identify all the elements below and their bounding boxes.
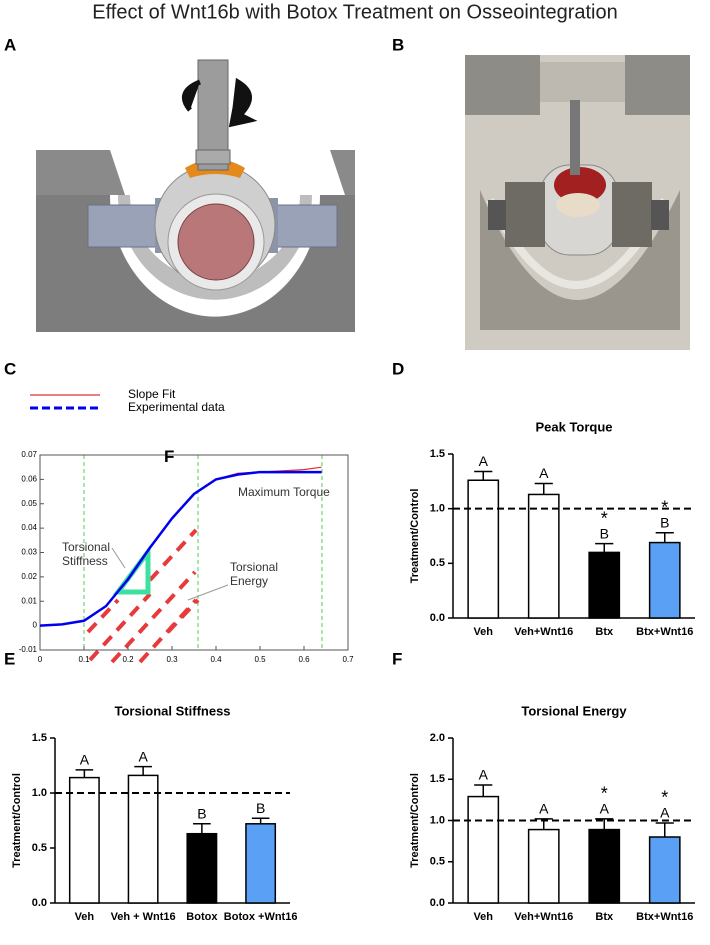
annotation: Torsional Stiffness <box>62 540 111 568</box>
chart-title: Torsional Energy <box>521 703 627 718</box>
y-tick-label: 0 <box>33 621 38 630</box>
y-axis-label: Treatment/Control <box>409 773 421 868</box>
y-tick-label: 1.5 <box>430 448 445 460</box>
annotation: Torsional Energy <box>230 560 279 588</box>
y-tick-label: 1.0 <box>430 503 445 515</box>
y-tick-label: 0.5 <box>430 557 445 569</box>
y-tick-label: 0.04 <box>21 523 37 532</box>
y-tick-label: 1.5 <box>32 732 47 744</box>
y-tick-label: -0.01 <box>19 645 38 654</box>
group-letter: A <box>479 767 489 783</box>
group-letter: A <box>539 465 549 481</box>
bar <box>527 493 560 619</box>
x-tick-label: 0.6 <box>298 655 310 664</box>
bar <box>648 836 681 904</box>
x-tick-label: Veh <box>473 626 493 638</box>
x-tick-label: 0.7 <box>342 655 354 664</box>
annotation: Maximum Torque <box>238 485 330 499</box>
x-tick-label: 0.2 <box>122 655 134 664</box>
group-letter: B <box>660 514 669 530</box>
panel-label: F <box>392 649 402 668</box>
bar <box>588 551 621 619</box>
bar <box>467 795 500 904</box>
panel-label: E <box>4 649 15 668</box>
group-letter: A <box>80 752 90 768</box>
x-tick-label: Botox +Wnt16 <box>224 911 298 923</box>
bar <box>68 776 100 904</box>
y-tick-label: 1.0 <box>430 814 445 826</box>
annotation: F <box>164 447 175 466</box>
bar <box>648 541 681 619</box>
x-tick-label: 0.3 <box>166 655 178 664</box>
group-letter: A <box>138 748 148 764</box>
y-tick-label: 0.5 <box>430 856 445 868</box>
bar <box>588 828 621 904</box>
y-axis-label: Treatment/Control <box>409 489 421 584</box>
y-tick-label: 0.03 <box>21 548 37 557</box>
x-tick-label: 0.1 <box>78 655 90 664</box>
legend-label: Experimental data <box>128 400 225 414</box>
figure-title: Effect of Wnt16b with Botox Treatment on… <box>92 1 617 23</box>
panel-label: B <box>392 35 404 54</box>
y-tick-label: 1.0 <box>32 787 47 799</box>
y-tick-label: 0.0 <box>430 897 445 909</box>
x-tick-label: Btx+Wnt16 <box>636 911 693 923</box>
significance-star: * <box>601 784 608 804</box>
group-letter: B <box>197 806 206 822</box>
x-tick-label: Veh + Wnt16 <box>111 911 176 923</box>
y-tick-label: 0.01 <box>21 596 37 605</box>
panel-label: A <box>4 35 16 54</box>
x-tick-label: Btx <box>595 626 614 638</box>
x-tick-label: Botox <box>186 911 218 923</box>
data-line <box>39 470 322 627</box>
significance-star: * <box>601 508 608 528</box>
schematic-drawing <box>36 59 355 332</box>
y-tick-label: 0.06 <box>21 474 37 483</box>
group-letter: A <box>539 801 549 817</box>
y-tick-label: 1.5 <box>430 773 445 785</box>
y-tick-label: 0.0 <box>32 897 47 909</box>
y-tick-label: 2.0 <box>430 732 445 744</box>
y-tick-label: 0.02 <box>21 572 37 581</box>
bar <box>467 479 500 619</box>
y-tick-label: 0.05 <box>21 499 37 508</box>
y-tick-label: 0.07 <box>21 450 37 459</box>
bar <box>245 823 277 904</box>
x-tick-label: Veh <box>473 911 493 923</box>
x-tick-label: Veh+Wnt16 <box>514 911 573 923</box>
group-letter: B <box>600 525 609 541</box>
panel-label: D <box>392 359 404 378</box>
y-axis-label: Treatment/Control <box>11 773 23 868</box>
y-tick-label: 0.5 <box>32 842 47 854</box>
chart-title: Torsional Stiffness <box>114 703 230 718</box>
group-letter: A <box>479 453 489 469</box>
bar <box>127 774 159 904</box>
x-tick-label: 0.5 <box>254 655 266 664</box>
chart-title: Peak Torque <box>535 419 612 434</box>
x-tick-label: 0.4 <box>210 655 222 664</box>
group-letter: B <box>256 800 265 816</box>
group-letter: A <box>600 801 610 817</box>
significance-star: * <box>661 497 668 517</box>
group-letter: A <box>660 805 670 821</box>
panel-label: C <box>4 359 16 378</box>
bar <box>186 832 218 904</box>
plot-decoration <box>83 455 323 664</box>
x-tick-label: 0 <box>38 655 43 664</box>
photo <box>465 55 690 350</box>
x-tick-label: Veh <box>75 911 95 923</box>
y-tick-label: 0.0 <box>430 612 445 624</box>
x-tick-label: Btx <box>595 911 614 923</box>
significance-star: * <box>661 788 668 808</box>
x-tick-label: Veh+Wnt16 <box>514 626 573 638</box>
bar <box>527 828 560 904</box>
x-tick-label: Btx+Wnt16 <box>636 626 693 638</box>
legend-label: Slope Fit <box>128 387 176 401</box>
